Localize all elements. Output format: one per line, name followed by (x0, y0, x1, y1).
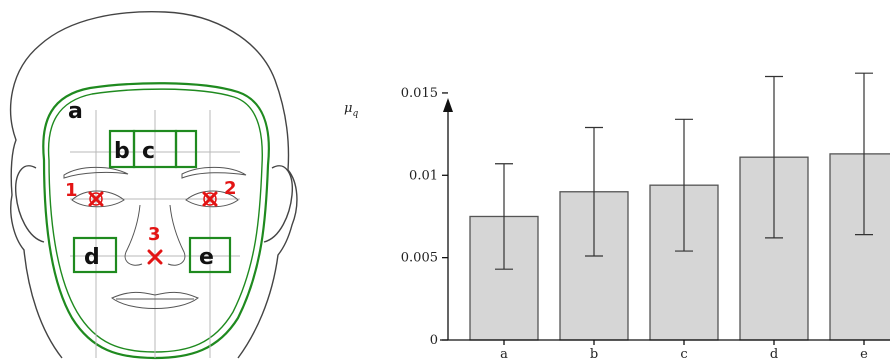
left-eyebrow (63, 166, 129, 179)
point-label-1: 1 (65, 180, 78, 201)
region-label-b: b (114, 139, 130, 164)
point-1-marker (88, 191, 104, 207)
region-label-a: a (68, 99, 83, 124)
y-tick-label-2: 0.01 (409, 168, 438, 183)
left-eye (71, 190, 125, 208)
region-label-c: c (142, 139, 155, 164)
mouth (111, 291, 199, 309)
y-axis-label: μq (344, 101, 358, 119)
left-ear (15, 165, 45, 243)
x-tick-label-c: c (680, 347, 687, 362)
bar-a (469, 215, 539, 341)
y-axis-label-sub: q (352, 109, 358, 119)
point-3-marker (147, 249, 163, 265)
point-label-2: 2 (224, 178, 237, 199)
x-tick-label-d: d (770, 347, 778, 362)
y-tick-label-1: 0.005 (401, 251, 438, 266)
point-2-marker (202, 191, 218, 207)
face-contour-inner (47, 88, 263, 353)
y-axis-label-main: μ (344, 101, 352, 116)
face-contour-outer (42, 82, 270, 360)
bar-e (829, 153, 890, 341)
face-illustration: a b c d e 1 2 3 (10, 11, 298, 360)
y-tick-label-3: 0.015 (401, 86, 438, 101)
chart-marks: 0 0.005 0.01 0.015 a b c d e (401, 72, 890, 362)
x-tick-label-a: a (500, 347, 508, 362)
nose (124, 204, 186, 266)
y-tick-label-0: 0 (430, 333, 438, 348)
bar-chart: μq 0 0.005 0.01 0.015 a b c d e (344, 72, 890, 362)
right-eyebrow (181, 166, 247, 179)
region-e-box (188, 236, 232, 274)
region-c-ext-box (174, 129, 198, 169)
point-label-3: 3 (148, 224, 161, 245)
right-ear (263, 165, 293, 243)
x-tick-label-e: e (860, 347, 868, 362)
region-label-d: d (84, 245, 100, 270)
region-label-e: e (199, 245, 214, 270)
region-d-box (72, 236, 118, 274)
x-tick-label-b: b (590, 347, 598, 362)
right-eye (185, 190, 239, 208)
head-outline (10, 11, 298, 359)
y-axis-arrow (443, 98, 453, 112)
